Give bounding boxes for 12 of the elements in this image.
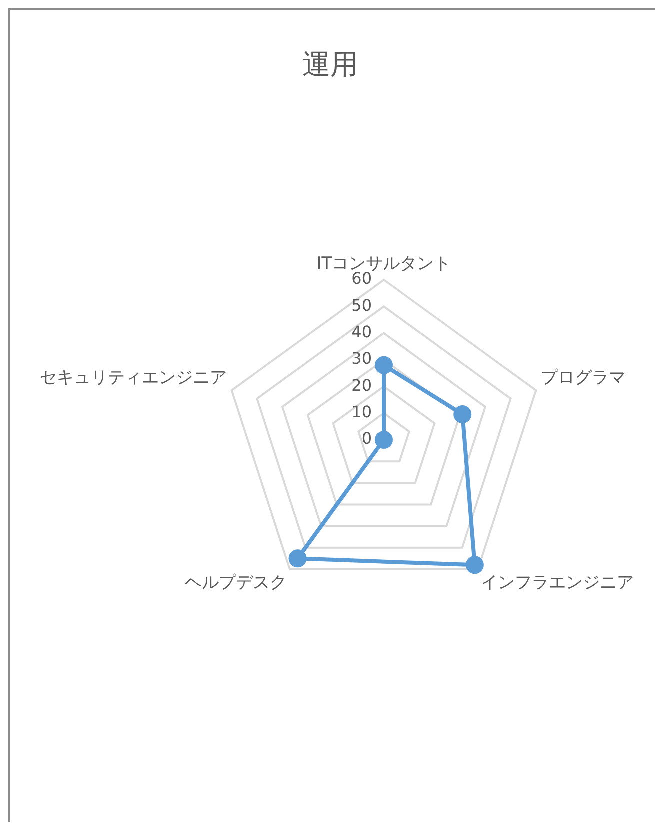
y-tick-label: 40	[352, 322, 372, 342]
y-tick-label: 0	[362, 429, 372, 448]
spoke-label: プログラマ	[540, 368, 626, 388]
y-tick-label: 20	[352, 376, 372, 395]
spoke-label: セキュリティエンジニア	[40, 368, 228, 388]
y-tick-label: 60	[352, 269, 372, 288]
spoke-label: インフラエンジニア	[480, 573, 634, 594]
spoke-label: ヘルプデスク	[185, 573, 288, 594]
y-tick-label: 50	[352, 296, 372, 315]
y-tick-label: 10	[352, 402, 372, 422]
chart-title: 運用	[302, 48, 358, 82]
y-tick-label: 30	[352, 349, 372, 368]
